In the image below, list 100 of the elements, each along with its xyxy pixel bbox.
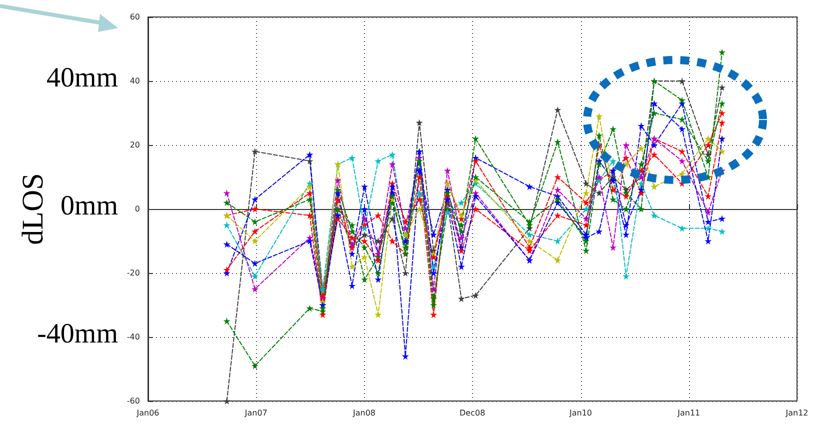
x-tick-label: Dec08 bbox=[460, 408, 486, 418]
point bbox=[319, 292, 326, 299]
point bbox=[704, 224, 712, 232]
point bbox=[306, 212, 314, 219]
point bbox=[526, 183, 534, 190]
point bbox=[348, 240, 356, 248]
point bbox=[334, 186, 342, 194]
text: 0mm bbox=[60, 190, 118, 222]
point bbox=[458, 247, 465, 254]
point bbox=[458, 263, 465, 270]
point bbox=[361, 215, 368, 222]
point bbox=[678, 78, 686, 84]
point bbox=[554, 212, 562, 219]
point bbox=[678, 158, 686, 164]
point bbox=[361, 231, 368, 238]
point bbox=[622, 192, 630, 200]
point bbox=[306, 190, 314, 196]
point bbox=[704, 192, 712, 200]
x-tick-label: Jan06 bbox=[136, 408, 160, 418]
point bbox=[472, 206, 480, 212]
point bbox=[704, 158, 712, 164]
point bbox=[638, 160, 645, 168]
point bbox=[416, 190, 423, 196]
point bbox=[374, 311, 382, 318]
point bbox=[622, 142, 630, 148]
point bbox=[334, 176, 342, 184]
point bbox=[472, 292, 480, 299]
point bbox=[596, 160, 603, 168]
point bbox=[306, 151, 314, 158]
point bbox=[718, 228, 726, 235]
y-tick-label: -20 bbox=[126, 268, 140, 278]
point bbox=[638, 186, 645, 194]
x-tick-label: Jan10 bbox=[568, 408, 592, 418]
point bbox=[223, 318, 230, 324]
point bbox=[650, 110, 658, 116]
point bbox=[554, 238, 562, 244]
point bbox=[251, 362, 258, 370]
point bbox=[348, 263, 356, 270]
point bbox=[388, 151, 396, 158]
point bbox=[596, 190, 603, 196]
point bbox=[348, 234, 356, 242]
point bbox=[638, 144, 645, 152]
point bbox=[622, 272, 630, 280]
point bbox=[596, 228, 603, 235]
point bbox=[596, 112, 603, 120]
point bbox=[402, 270, 409, 276]
point bbox=[638, 180, 645, 187]
point bbox=[596, 132, 603, 139]
point bbox=[718, 148, 726, 155]
point bbox=[402, 244, 409, 251]
point bbox=[472, 158, 480, 164]
x-tick-label: Jan07 bbox=[244, 408, 268, 418]
point bbox=[388, 160, 396, 168]
point bbox=[582, 238, 590, 244]
point bbox=[638, 206, 645, 212]
text: 40mm bbox=[46, 62, 118, 94]
point bbox=[650, 151, 658, 158]
point bbox=[554, 106, 562, 114]
point bbox=[610, 126, 617, 132]
point bbox=[334, 196, 342, 203]
point bbox=[582, 222, 590, 228]
point bbox=[622, 206, 630, 212]
point bbox=[650, 142, 658, 148]
point bbox=[704, 142, 712, 148]
point bbox=[554, 174, 562, 180]
point bbox=[388, 238, 396, 244]
point bbox=[582, 247, 590, 254]
point bbox=[458, 228, 465, 235]
point bbox=[622, 154, 630, 162]
point bbox=[678, 148, 686, 155]
point bbox=[718, 100, 726, 107]
point bbox=[554, 256, 562, 264]
point bbox=[444, 196, 451, 203]
point bbox=[444, 208, 451, 216]
point bbox=[223, 190, 230, 196]
point bbox=[458, 212, 465, 219]
point bbox=[582, 206, 590, 212]
point bbox=[718, 119, 726, 126]
y-tick-label: 60 bbox=[130, 12, 140, 22]
point bbox=[348, 228, 356, 235]
point bbox=[361, 238, 368, 244]
point bbox=[374, 256, 382, 264]
point bbox=[416, 167, 423, 174]
y-tick-label: 40 bbox=[130, 76, 140, 86]
point bbox=[718, 48, 726, 56]
point bbox=[610, 244, 617, 251]
point bbox=[416, 158, 423, 164]
point bbox=[610, 196, 617, 203]
point bbox=[430, 231, 438, 238]
text: -40mm bbox=[37, 318, 118, 350]
point bbox=[638, 122, 645, 130]
point bbox=[458, 199, 465, 206]
y-tick-label: 20 bbox=[130, 140, 140, 150]
point bbox=[402, 224, 409, 232]
point bbox=[223, 398, 230, 404]
point bbox=[374, 158, 382, 164]
point bbox=[416, 119, 423, 126]
point bbox=[704, 218, 712, 226]
point bbox=[361, 244, 368, 251]
point bbox=[678, 224, 686, 232]
